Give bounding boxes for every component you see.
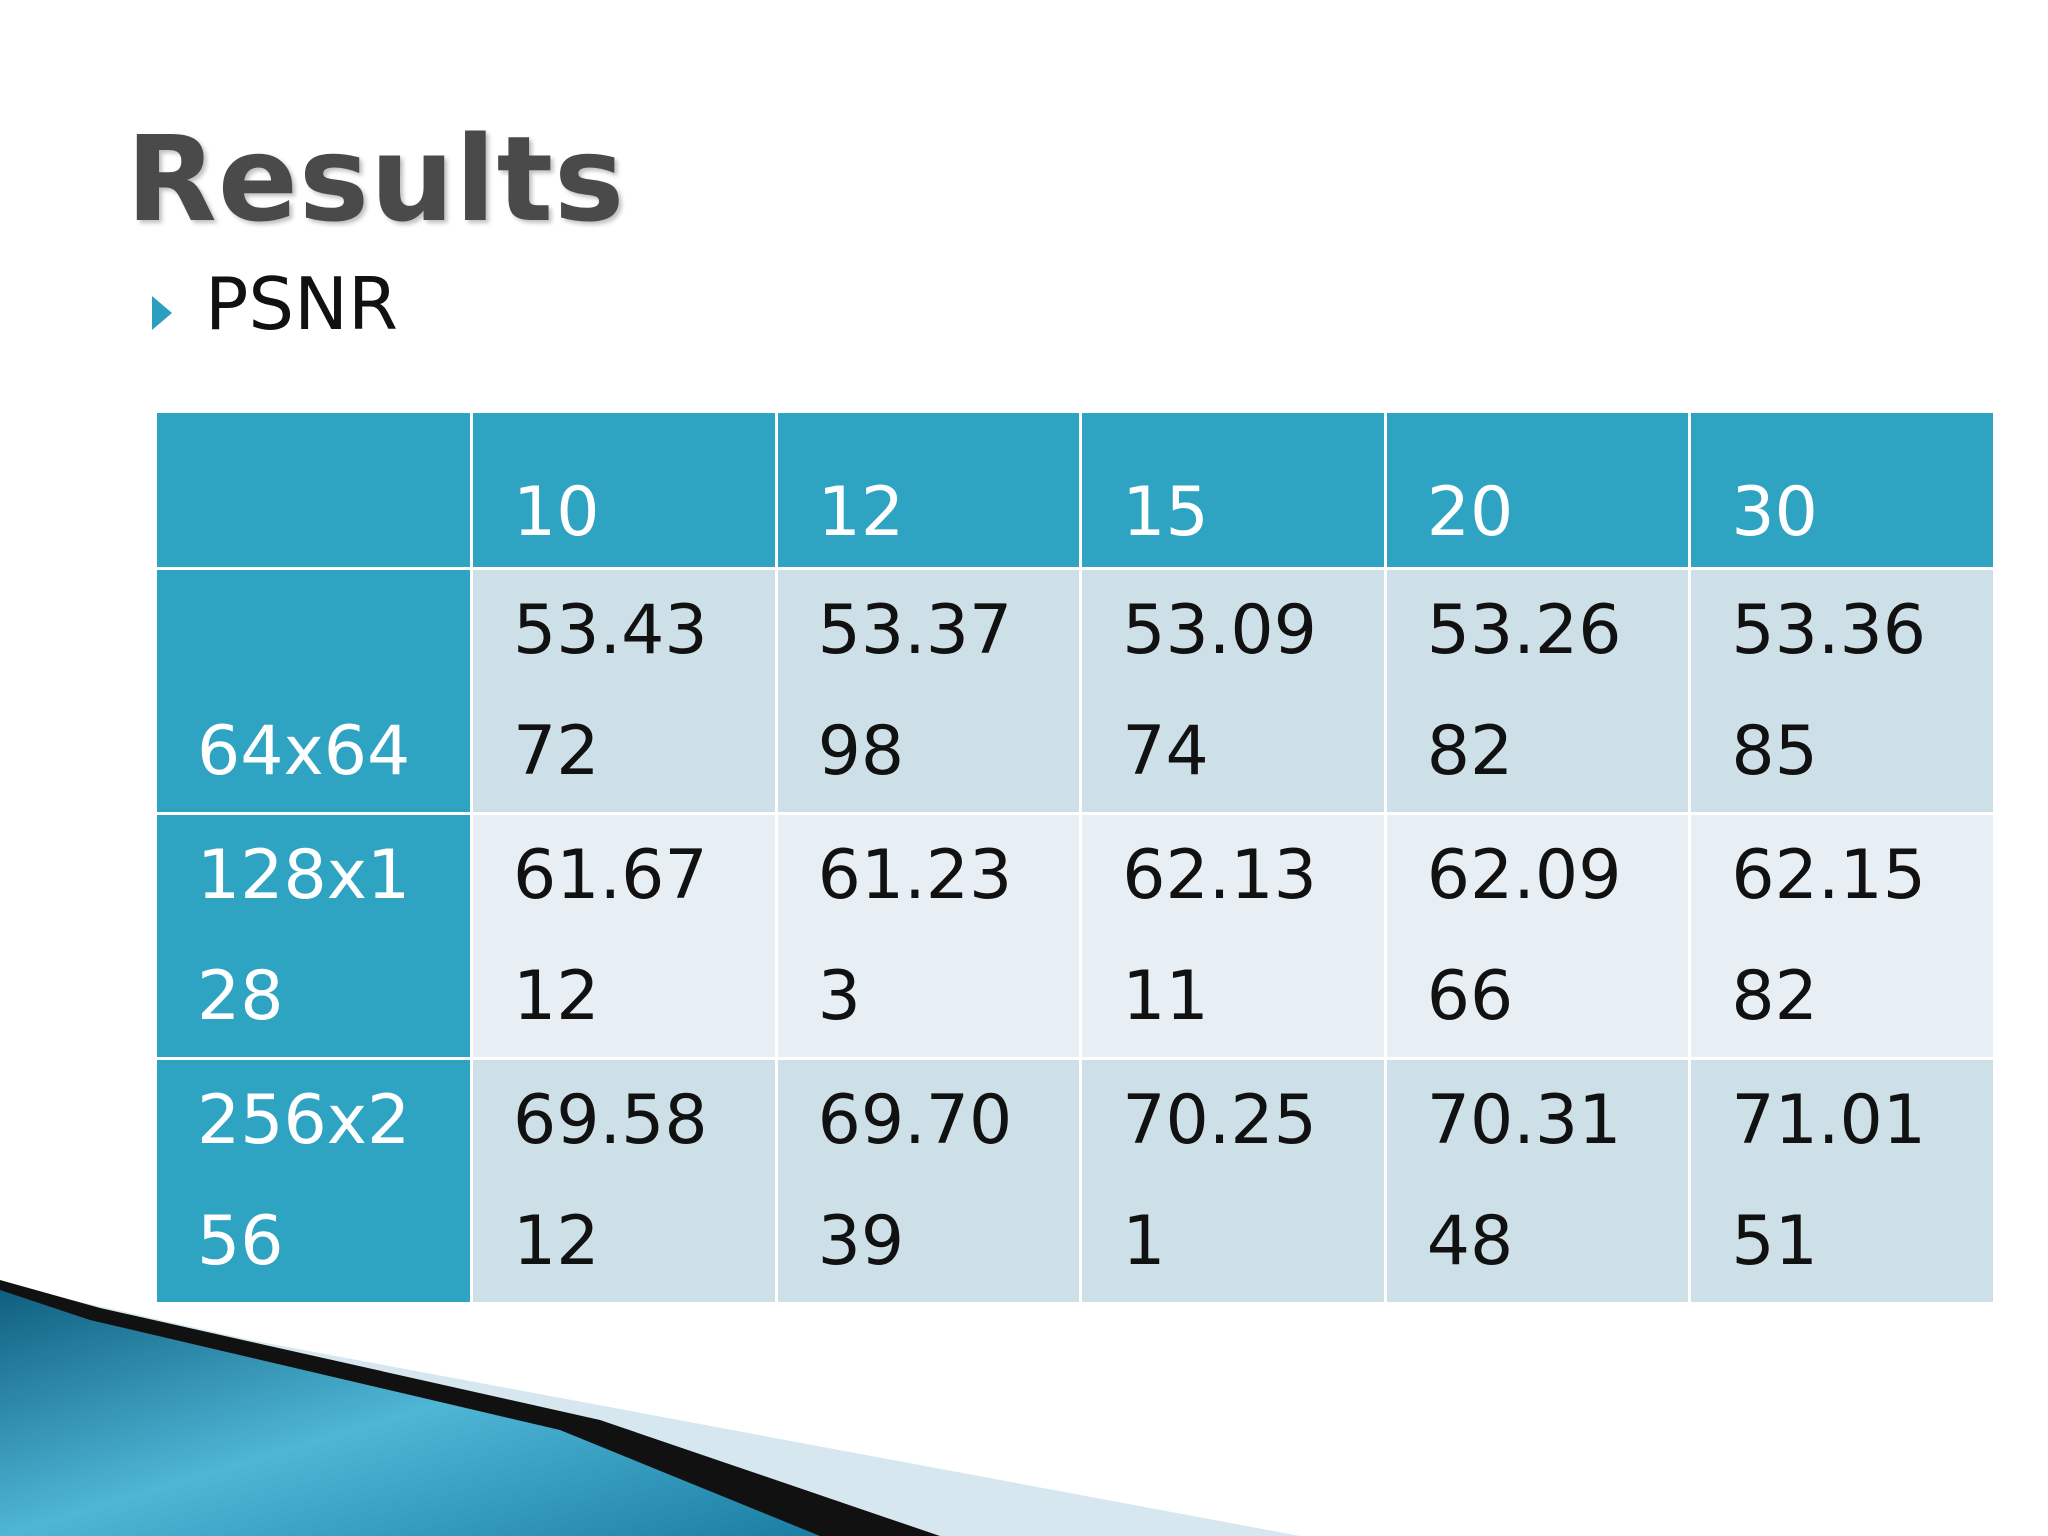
table-cell: 53.2682 bbox=[1383, 567, 1692, 815]
table-cell: 61.233 bbox=[774, 812, 1083, 1060]
table-cell: 53.3798 bbox=[774, 567, 1083, 815]
cell-text: 20 bbox=[1426, 473, 1514, 552]
cell-text: 12 bbox=[817, 473, 905, 552]
column-header: 20 bbox=[1383, 410, 1692, 570]
table-cell: 71.0151 bbox=[1688, 1057, 1996, 1305]
table-row: 128x128 61.6712 61.233 62.1311 62.0966 62.158… bbox=[154, 812, 1996, 1060]
cell-text: 69.7039 bbox=[817, 1081, 1013, 1281]
cell-text: 61.6712 bbox=[513, 836, 708, 1036]
row-header: 128x128 bbox=[154, 812, 473, 1060]
column-header: 30 bbox=[1688, 410, 1996, 570]
results-table: 10 12 15 20 30 64x64 53.4372 53.3798 53.0974 53.2… bbox=[154, 410, 1996, 1305]
table-cell: 62.1582 bbox=[1688, 812, 1996, 1060]
cell-text: 128x128 bbox=[197, 836, 411, 1036]
cell-text: 70.251 bbox=[1122, 1081, 1317, 1281]
cell-text: 53.3798 bbox=[817, 591, 1013, 791]
cell-text: 53.4372 bbox=[513, 591, 708, 791]
table-cell: 53.4372 bbox=[470, 567, 778, 815]
cell-text: 64x64 bbox=[197, 712, 411, 791]
table-cell: 62.0966 bbox=[1383, 812, 1692, 1060]
table-cell: 69.7039 bbox=[774, 1057, 1083, 1305]
cell-text: 53.2682 bbox=[1426, 591, 1622, 791]
row-header: 64x64 bbox=[154, 567, 473, 815]
cell-text: 61.233 bbox=[817, 836, 1013, 1036]
row-header: 256x256 bbox=[154, 1057, 473, 1305]
table-cell: 70.3148 bbox=[1383, 1057, 1692, 1305]
column-header: 15 bbox=[1079, 410, 1387, 570]
bullet-text: PSNR bbox=[205, 262, 399, 346]
cell-text: 53.0974 bbox=[1122, 591, 1317, 791]
cell-text: 10 bbox=[513, 473, 600, 552]
corner-cell bbox=[154, 410, 473, 570]
column-header: 10 bbox=[470, 410, 778, 570]
cell-text: 256x256 bbox=[197, 1081, 411, 1281]
table-cell: 61.6712 bbox=[470, 812, 778, 1060]
slide-title: Results bbox=[126, 110, 626, 248]
cell-text: 69.5812 bbox=[513, 1081, 708, 1281]
cell-text: 30 bbox=[1731, 473, 1818, 552]
bullet-icon bbox=[152, 296, 172, 330]
cell-text: 15 bbox=[1122, 473, 1209, 552]
cell-text: 70.3148 bbox=[1426, 1081, 1622, 1281]
cell-text: 62.0966 bbox=[1426, 836, 1622, 1036]
table-row: 64x64 53.4372 53.3798 53.0974 53.2682 53.3685 bbox=[154, 567, 1996, 815]
table-row: 256x256 69.5812 69.7039 70.251 70.3148 71.015… bbox=[154, 1057, 1996, 1305]
table-cell: 70.251 bbox=[1079, 1057, 1387, 1305]
cell-text: 71.0151 bbox=[1731, 1081, 1927, 1281]
cell-text: 62.1582 bbox=[1731, 836, 1927, 1036]
table-cell: 53.3685 bbox=[1688, 567, 1996, 815]
header-row: 10 12 15 20 30 bbox=[154, 410, 1996, 570]
table-cell: 62.1311 bbox=[1079, 812, 1387, 1060]
decoration bbox=[0, 1280, 1300, 1536]
table-cell: 69.5812 bbox=[470, 1057, 778, 1305]
cell-text: 53.3685 bbox=[1731, 591, 1927, 791]
table-cell: 53.0974 bbox=[1079, 567, 1387, 815]
cell-text: 62.1311 bbox=[1122, 836, 1317, 1036]
column-header: 12 bbox=[774, 410, 1083, 570]
